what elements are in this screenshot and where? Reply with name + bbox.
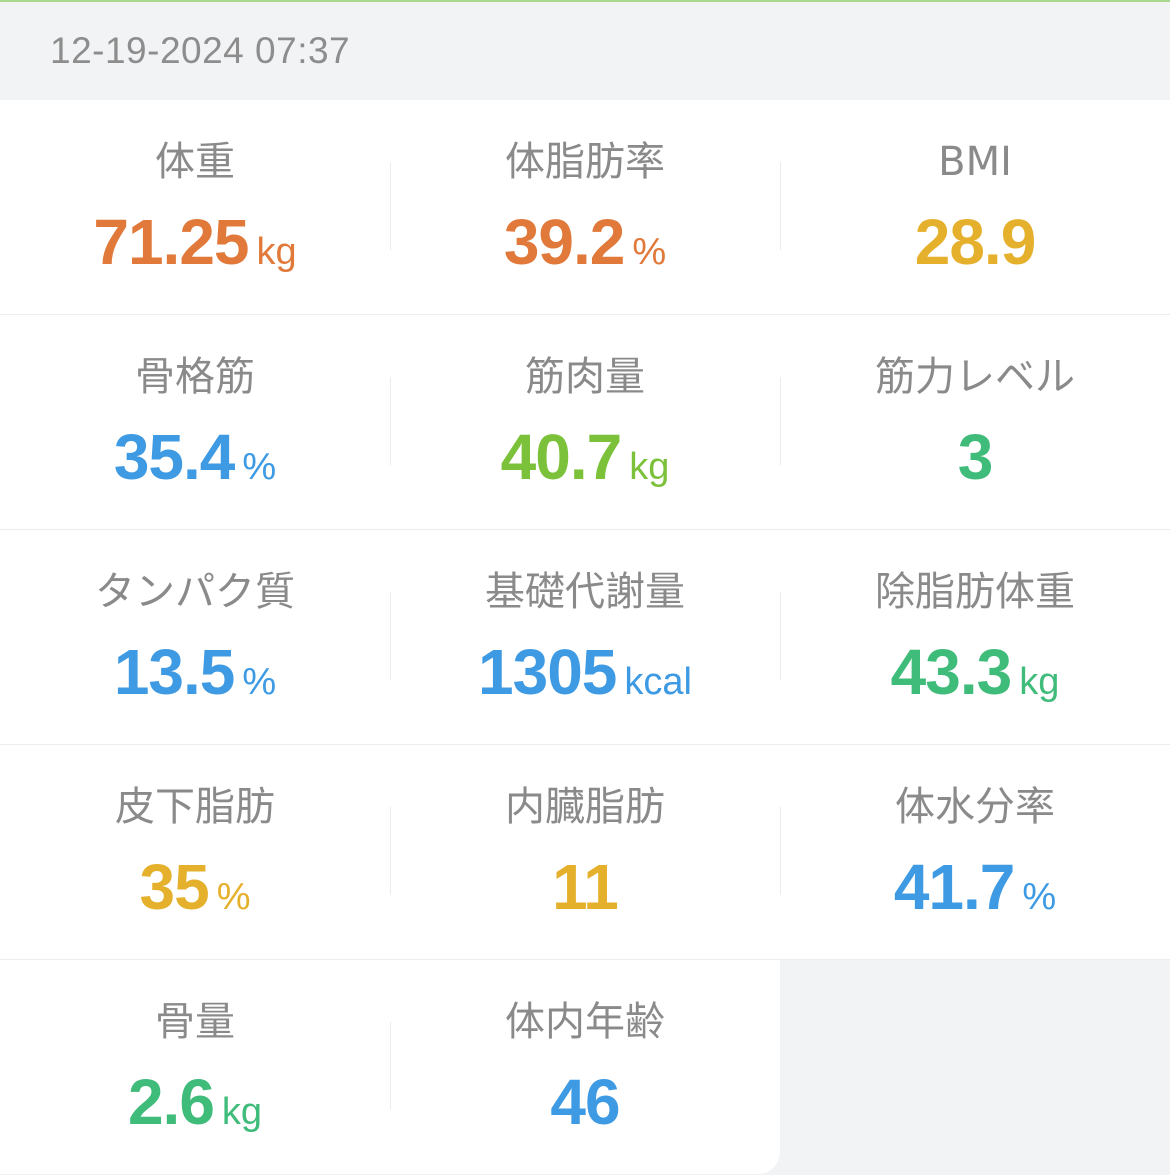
metric-value: 1305 kcal [390, 634, 780, 727]
metric-card[interactable]: 体内年齢 46 [390, 960, 780, 1174]
metric-value: 39.2% [390, 204, 780, 297]
metric-label: 筋力レベル [875, 354, 1075, 400]
metric-number: 40.7 [500, 421, 623, 493]
metric-label: 筋肉量 [525, 354, 645, 400]
date-header: 12-19-2024 07:37 [0, 2, 1170, 100]
metric-number: 41.7 [893, 851, 1016, 923]
metric-label: 基礎代謝量 [485, 569, 685, 615]
metric-value: 46 [390, 1064, 780, 1157]
metric-number: 13.5 [113, 636, 236, 708]
column-divider [780, 592, 781, 680]
metric-card[interactable]: 除脂肪体重 43.3 kg [780, 530, 1170, 744]
top-accent-line [0, 0, 1170, 2]
metric-card[interactable]: 内臓脂肪 11 [390, 745, 780, 959]
metric-number: 11 [552, 851, 619, 923]
column-divider [390, 807, 391, 895]
metric-unit: kg [256, 231, 297, 273]
metric-label: 除脂肪体重 [875, 569, 1075, 615]
metric-card[interactable]: タンパク質 13.5% [0, 530, 390, 744]
metric-card[interactable]: 体重 71.25 kg [0, 100, 390, 314]
metric-card[interactable]: 筋肉量 40.7 kg [390, 315, 780, 529]
metric-value: 3 [780, 419, 1170, 512]
metric-unit: % [1022, 876, 1057, 918]
metric-unit: % [242, 661, 277, 703]
column-divider [390, 592, 391, 680]
metric-value: 35% [0, 849, 390, 942]
metric-value: 71.25 kg [0, 204, 390, 297]
metric-unit: kg [1019, 661, 1060, 703]
metric-number: 43.3 [890, 636, 1013, 708]
metric-label: BMI [938, 139, 1012, 185]
column-divider [390, 377, 391, 465]
metric-card[interactable]: BMI 28.9 [780, 100, 1170, 314]
metrics-row: 骨格筋 35.4% 筋肉量 40.7 kg 筋力レベル 3 [0, 315, 1170, 530]
metric-value: 11 [390, 849, 780, 942]
metrics-row: 骨量 2.6 kg 体内年齢 46 [0, 960, 780, 1174]
metric-card[interactable]: 体脂肪率 39.2% [390, 100, 780, 314]
metric-number: 46 [550, 1066, 620, 1138]
metric-unit: kg [629, 446, 670, 488]
metric-label: 体水分率 [895, 784, 1055, 830]
metric-value: 35.4% [0, 419, 390, 512]
metric-label: 骨量 [155, 999, 235, 1045]
metric-number: 35 [139, 851, 210, 923]
metric-card[interactable]: 筋力レベル 3 [780, 315, 1170, 529]
metric-card[interactable]: 骨量 2.6 kg [0, 960, 390, 1174]
metric-value: 2.6 kg [0, 1064, 390, 1157]
metric-label: 内臓脂肪 [505, 784, 665, 830]
metric-card[interactable]: 骨格筋 35.4% [0, 315, 390, 529]
metric-value: 40.7 kg [390, 419, 780, 512]
metric-label: 体重 [155, 139, 235, 185]
metric-label: 体内年齢 [505, 999, 665, 1045]
metric-unit: % [216, 876, 251, 918]
metric-value: 43.3 kg [780, 634, 1170, 727]
column-divider [390, 162, 391, 250]
metric-label: 骨格筋 [135, 354, 255, 400]
measurement-datetime: 12-19-2024 07:37 [50, 30, 351, 71]
metric-card[interactable]: 体水分率 41.7% [780, 745, 1170, 959]
metric-value: 13.5% [0, 634, 390, 727]
metric-label: 体脂肪率 [505, 139, 665, 185]
column-divider [390, 1022, 391, 1110]
metric-number: 28.9 [914, 206, 1037, 278]
metric-value: 41.7% [780, 849, 1170, 942]
column-divider [780, 162, 781, 250]
metric-label: 皮下脂肪 [115, 784, 275, 830]
metrics-row: 体重 71.25 kg 体脂肪率 39.2% BMI 28.9 [0, 100, 1170, 315]
metric-unit: kcal [624, 661, 692, 703]
metric-number: 3 [957, 421, 994, 493]
metric-number: 35.4 [113, 421, 236, 493]
metric-value: 28.9 [780, 204, 1170, 297]
column-divider [780, 377, 781, 465]
metric-label: タンパク質 [95, 569, 295, 615]
metrics-row: タンパク質 13.5% 基礎代謝量 1305 kcal 除脂肪体重 43.3 kg [0, 530, 1170, 745]
metric-unit: % [242, 446, 277, 488]
metric-unit: kg [221, 1091, 263, 1133]
metric-number: 39.2 [503, 206, 626, 278]
metric-card[interactable]: 皮下脂肪 35% [0, 745, 390, 959]
metric-unit: % [632, 231, 667, 273]
metric-card[interactable]: 基礎代謝量 1305 kcal [390, 530, 780, 744]
metric-number: 2.6 [127, 1066, 215, 1138]
metrics-grid: 体重 71.25 kg 体脂肪率 39.2% BMI 28.9 骨格筋 35.4% 筋肉量 40.7… [0, 100, 1170, 1174]
column-divider [780, 807, 781, 895]
metric-number: 1305 [478, 636, 617, 708]
metrics-row: 皮下脂肪 35% 内臓脂肪 11 体水分率 41.7% [0, 745, 1170, 960]
metric-number: 71.25 [93, 206, 249, 278]
